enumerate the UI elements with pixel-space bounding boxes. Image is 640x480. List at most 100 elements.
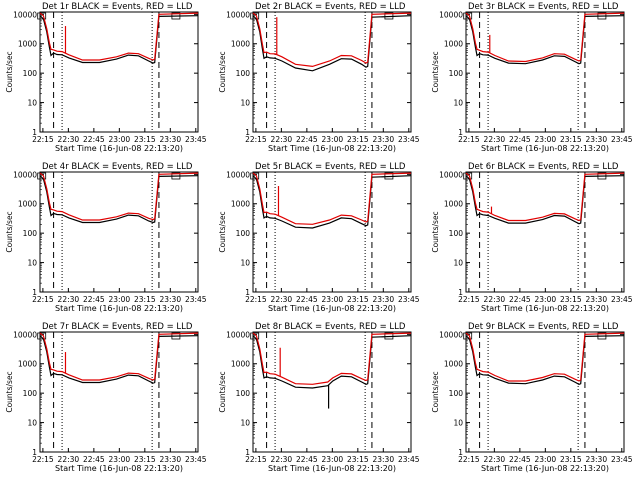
plot-frame <box>252 331 412 453</box>
panel-6: Det 6r BLACK = Events, RED = LLD 1 10 100 10… <box>431 162 633 313</box>
plot-frame <box>39 331 199 453</box>
x-tick-label: 23:30 <box>585 295 607 304</box>
marker-box <box>37 332 47 340</box>
y-axis-label: Counts/sec <box>5 371 14 412</box>
y-tick-label: 10000 <box>439 10 463 19</box>
series-events-line <box>465 15 625 65</box>
y-tick-label: 10000 <box>439 170 463 179</box>
y-tick-label: 10000 <box>226 330 250 339</box>
x-tick-label: 22:45 <box>509 295 531 304</box>
y-tick-label: 1 <box>458 448 463 457</box>
x-tick-label: 23:00 <box>535 295 557 304</box>
panel-title: Det 4r BLACK = Events, RED = LLD <box>42 162 193 172</box>
series-lld-line <box>252 12 412 68</box>
y-tick-label: 1000 <box>231 200 250 209</box>
marker-box <box>250 12 260 20</box>
panel-title: Det 8r BLACK = Events, RED = LLD <box>255 322 406 332</box>
y-tick-label: 100 <box>449 69 464 78</box>
marker-box <box>463 332 473 340</box>
y-tick-label: 10 <box>27 99 37 108</box>
x-tick-label: 23:45 <box>398 135 420 144</box>
plot-frame <box>465 331 625 453</box>
y-tick-label: 1 <box>245 448 250 457</box>
x-axis-label: Start Time (16-Jun-08 22:13:20) <box>268 464 396 473</box>
x-tick-label: 23:00 <box>109 135 131 144</box>
x-tick-label: 22:45 <box>296 295 318 304</box>
x-tick-label: 23:00 <box>322 455 344 464</box>
plot-frame <box>252 171 412 293</box>
plot-frame <box>465 171 625 293</box>
y-tick-label: 1000 <box>18 40 37 49</box>
plot-frame <box>39 171 199 293</box>
y-tick-label: 10 <box>240 99 250 108</box>
panel-5: Det 5r BLACK = Events, RED = LLD 1 10 100 10… <box>218 162 420 313</box>
y-axis-label: Counts/sec <box>218 51 227 92</box>
panel-3: Det 3r BLACK = Events, RED = LLD 1 10 100 10… <box>431 2 633 153</box>
y-tick-label: 1 <box>32 128 37 137</box>
y-tick-label: 100 <box>236 389 251 398</box>
x-tick-label: 22:30 <box>484 455 506 464</box>
panel-2: Det 2r BLACK = Events, RED = LLD 1 10 100 10… <box>218 2 420 153</box>
panel-title: Det 7r BLACK = Events, RED = LLD <box>42 322 193 332</box>
y-tick-label: 100 <box>23 69 38 78</box>
x-tick-label: 23:30 <box>372 455 394 464</box>
x-tick-label: 23:30 <box>372 135 394 144</box>
x-tick-label: 22:45 <box>83 295 105 304</box>
x-axis-label: Start Time (16-Jun-08 22:13:20) <box>55 464 183 473</box>
x-tick-label: 22:15 <box>245 135 267 144</box>
y-tick-label: 1 <box>32 448 37 457</box>
x-tick-label: 23:00 <box>109 455 131 464</box>
x-tick-label: 23:30 <box>159 295 181 304</box>
marker-box <box>463 12 473 20</box>
panel-1: Det 1r BLACK = Events, RED = LLD 1 10 100 10… <box>5 2 207 153</box>
x-axis-label: Start Time (16-Jun-08 22:13:20) <box>481 464 609 473</box>
x-tick-label: 23:45 <box>185 455 207 464</box>
series-events-line <box>252 15 412 72</box>
x-axis-label: Start Time (16-Jun-08 22:13:20) <box>481 304 609 313</box>
x-tick-label: 22:30 <box>271 455 293 464</box>
x-tick-label: 22:45 <box>509 135 531 144</box>
y-tick-label: 10 <box>240 259 250 268</box>
marker-box <box>463 172 473 180</box>
y-axis-label: Counts/sec <box>5 51 14 92</box>
x-tick-label: 23:15 <box>347 455 369 464</box>
x-tick-label: 23:45 <box>611 135 633 144</box>
panel-title: Det 3r BLACK = Events, RED = LLD <box>468 2 619 12</box>
x-tick-label: 23:45 <box>185 295 207 304</box>
series-events-line <box>39 335 199 384</box>
panel-title: Det 6r BLACK = Events, RED = LLD <box>468 162 619 172</box>
y-tick-label: 1000 <box>18 360 37 369</box>
x-tick-label: 22:30 <box>484 135 506 144</box>
series-lld-line <box>465 332 625 382</box>
x-tick-label: 22:30 <box>484 295 506 304</box>
series-events-line <box>39 15 199 64</box>
y-tick-label: 100 <box>23 229 38 238</box>
x-tick-label: 22:15 <box>458 455 480 464</box>
series-events-line <box>465 335 625 385</box>
x-tick-label: 22:15 <box>32 135 54 144</box>
x-tick-label: 23:15 <box>560 135 582 144</box>
x-tick-label: 22:15 <box>32 455 54 464</box>
y-tick-label: 10000 <box>439 330 463 339</box>
x-tick-label: 22:45 <box>83 455 105 464</box>
y-tick-label: 10 <box>27 419 37 428</box>
x-tick-label: 22:15 <box>458 295 480 304</box>
panel-title: Det 9r BLACK = Events, RED = LLD <box>468 322 619 332</box>
y-tick-label: 10000 <box>13 10 37 19</box>
x-tick-label: 23:00 <box>535 135 557 144</box>
y-tick-label: 10 <box>453 259 463 268</box>
x-tick-label: 22:15 <box>245 455 267 464</box>
x-tick-label: 22:45 <box>83 135 105 144</box>
series-events-line <box>252 335 412 389</box>
panel-title: Det 5r BLACK = Events, RED = LLD <box>255 162 406 172</box>
x-tick-label: 23:30 <box>585 455 607 464</box>
x-tick-label: 23:15 <box>560 455 582 464</box>
y-tick-label: 1 <box>245 288 250 297</box>
y-tick-label: 10 <box>240 419 250 428</box>
x-tick-label: 23:45 <box>398 295 420 304</box>
x-tick-label: 23:30 <box>372 295 394 304</box>
x-tick-label: 23:15 <box>134 455 156 464</box>
y-tick-label: 1 <box>458 288 463 297</box>
y-tick-label: 10 <box>27 259 37 268</box>
